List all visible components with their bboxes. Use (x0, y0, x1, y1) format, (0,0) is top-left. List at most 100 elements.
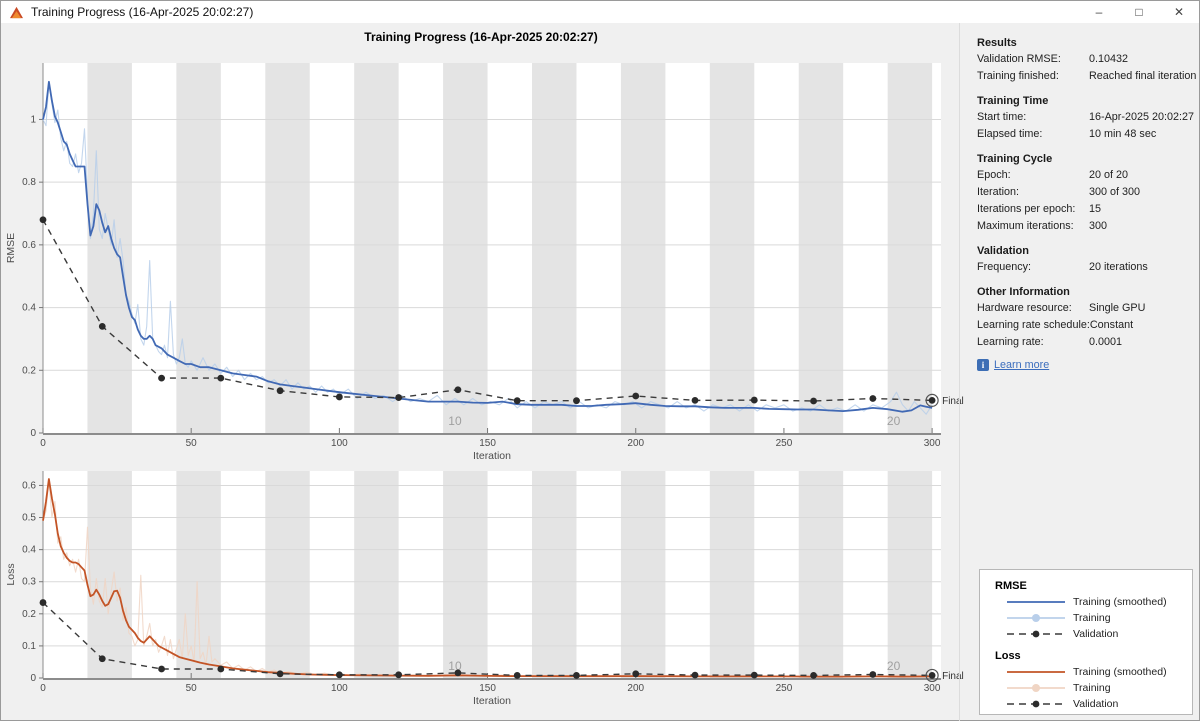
dashed-marker-sample-icon (1007, 700, 1065, 708)
section-header: Training Cycle (977, 153, 1053, 165)
panel-row: Validation RMSE: 0.10432 (977, 53, 1129, 65)
panel-row: Iterations per epoch: 15 (977, 203, 1102, 215)
svg-text:250: 250 (776, 683, 793, 694)
matlab-icon (9, 6, 24, 19)
svg-text:20: 20 (887, 659, 901, 673)
legend-item: Training (smoothed) (995, 664, 1192, 680)
svg-text:0.2: 0.2 (22, 609, 36, 620)
section-header: Training Time (977, 95, 1049, 107)
elapsed-time-value: 10 min 48 sec (1089, 128, 1157, 140)
svg-text:50: 50 (186, 683, 198, 694)
svg-text:50: 50 (186, 438, 198, 449)
section-header: Other Information (977, 286, 1070, 298)
window-titlebar[interactable]: Training Progress (16-Apr-2025 20:02:27)… (1, 1, 1199, 23)
learn-more-link[interactable]: Learn more (994, 359, 1050, 371)
validation-rmse-value: 0.10432 (1089, 53, 1129, 65)
iterations-per-epoch-value: 15 (1089, 203, 1102, 215)
info-icon: i (977, 359, 989, 371)
svg-text:0: 0 (40, 683, 46, 694)
svg-text:RMSE: RMSE (5, 233, 17, 263)
svg-text:0.3: 0.3 (22, 577, 36, 588)
rmse-chart: 0 50 100 150 200 250 300 0 0.2 0.4 0.6 0.8 1 Iteratio… (5, 63, 964, 462)
svg-text:0: 0 (30, 673, 36, 684)
svg-text:1: 1 (30, 114, 36, 125)
panel-row: Frequency: 20 iterations (977, 261, 1148, 273)
epoch-value: 20 of 20 (1089, 169, 1129, 181)
legend-item: Training (995, 680, 1192, 696)
panel-row: Iteration: 300 of 300 (977, 186, 1141, 198)
line-marker-sample-icon (1007, 614, 1065, 622)
svg-text:0.2: 0.2 (22, 365, 36, 376)
svg-text:150: 150 (479, 438, 496, 449)
hardware-resource-value: Single GPU (1089, 302, 1146, 314)
panel-row: Elapsed time: 10 min 48 sec (977, 128, 1157, 140)
svg-text:0.8: 0.8 (22, 177, 36, 188)
svg-text:Final: Final (942, 396, 964, 407)
svg-text:10: 10 (448, 659, 462, 673)
panel-row: Start time: 16-Apr-2025 20:02:27 (977, 111, 1195, 123)
svg-text:100: 100 (331, 438, 348, 449)
minimize-button[interactable]: – (1095, 5, 1103, 19)
section-header: Results (977, 37, 1017, 49)
svg-text:0.4: 0.4 (22, 545, 36, 556)
chart-title: Training Progress (16-Apr-2025 20:02:27) (364, 30, 598, 44)
panel-row: Training finished: Reached final iteratio… (977, 70, 1197, 82)
svg-text:Iteration: Iteration (473, 450, 511, 462)
legend-group-loss: Loss Training (smoothed) Training Valida… (995, 648, 1192, 712)
iteration-value: 300 of 300 (1089, 186, 1141, 198)
legend-item: Training (smoothed) (995, 594, 1192, 610)
line-marker-sample-icon (1007, 684, 1065, 692)
training-finished-value: Reached final iteration (1089, 70, 1197, 82)
svg-text:0.4: 0.4 (22, 303, 36, 314)
legend-group-title: Loss (995, 650, 1021, 662)
legend-group-title: RMSE (995, 580, 1027, 592)
window-title: Training Progress (16-Apr-2025 20:02:27) (31, 5, 254, 19)
legend-item: Training (995, 610, 1192, 626)
svg-text:0.5: 0.5 (22, 513, 36, 524)
svg-text:10: 10 (448, 414, 462, 428)
panel-row: Learning rate: 0.0001 (977, 336, 1123, 348)
panel-row: Maximum iterations: 300 (977, 220, 1108, 232)
maximize-button[interactable]: □ (1135, 5, 1143, 19)
learning-rate-schedule-value: Constant (1089, 319, 1134, 331)
svg-text:200: 200 (627, 438, 644, 449)
panel-row: Hardware resource: Single GPU (977, 302, 1146, 314)
svg-text:300: 300 (924, 438, 941, 449)
frequency-value: 20 iterations (1089, 261, 1148, 273)
svg-text:Final: Final (942, 671, 964, 682)
training-cycle-section: Training Cycle Epoch: 20 of 20 Iteration:… (977, 151, 1195, 234)
maximum-iterations-value: 300 (1089, 220, 1108, 232)
line-sample-icon (1007, 601, 1065, 603)
close-button[interactable]: ✕ (1173, 5, 1185, 19)
info-panel: Results Validation RMSE: 0.10432 Training… (961, 23, 1200, 721)
svg-text:0: 0 (40, 438, 46, 449)
loss-chart: 0 50 100 150 200 250 300 0 0.1 0.2 0.3 0.4 0.5 0.6 Ite… (5, 471, 964, 707)
svg-text:20: 20 (887, 414, 901, 428)
svg-text:300: 300 (924, 683, 941, 694)
legend: RMSE Training (smoothed) Training Valida… (979, 569, 1193, 715)
legend-item: Validation (995, 696, 1192, 712)
validation-section: Validation Frequency: 20 iterations (977, 243, 1195, 275)
learning-rate-value: 0.0001 (1089, 336, 1123, 348)
other-information-section: Other Information Hardware resource: Sing… (977, 284, 1195, 350)
svg-text:0.6: 0.6 (22, 240, 36, 251)
svg-text:150: 150 (479, 683, 496, 694)
svg-text:0.6: 0.6 (22, 480, 36, 491)
panel-row: Epoch: 20 of 20 (977, 169, 1129, 181)
legend-group-rmse: RMSE Training (smoothed) Training Valida… (995, 578, 1192, 642)
line-sample-icon (1007, 671, 1065, 673)
svg-text:Loss: Loss (5, 563, 17, 585)
section-header: Validation (977, 245, 1029, 257)
panel-row: Learning rate schedule: Constant (977, 319, 1134, 331)
window-controls: – □ ✕ (1079, 1, 1199, 23)
training-time-section: Training Time Start time: 16-Apr-2025 20:… (977, 93, 1195, 142)
panel-divider (959, 23, 960, 721)
svg-text:Iteration: Iteration (473, 695, 511, 707)
svg-text:100: 100 (331, 683, 348, 694)
svg-text:0: 0 (30, 428, 36, 439)
svg-text:250: 250 (776, 438, 793, 449)
start-time-value: 16-Apr-2025 20:02:27 (1089, 111, 1195, 123)
dashed-marker-sample-icon (1007, 630, 1065, 638)
legend-item: Validation (995, 626, 1192, 642)
